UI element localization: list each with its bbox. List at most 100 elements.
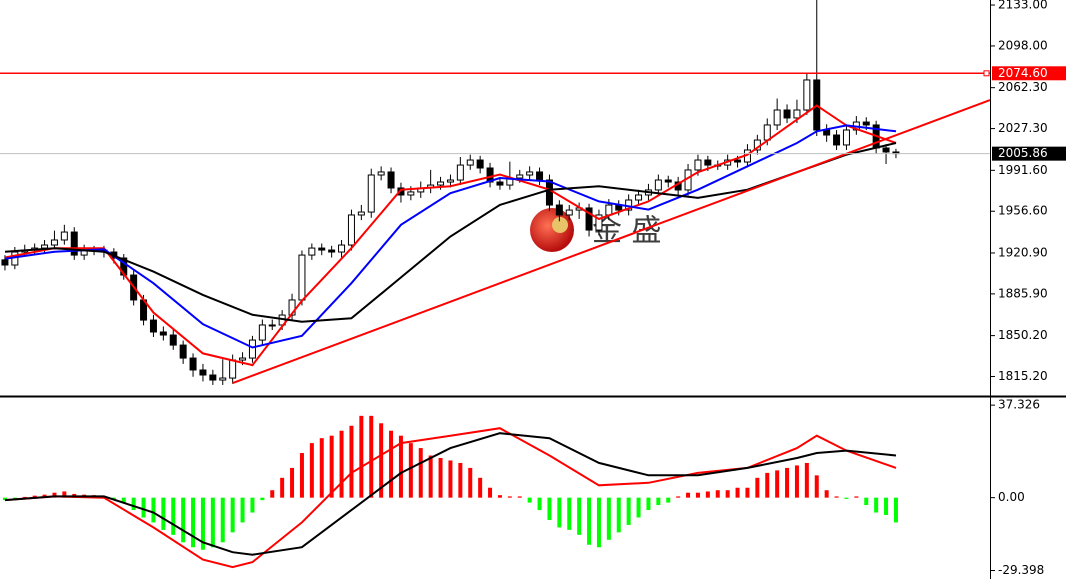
macd-bar	[22, 496, 27, 498]
macd-bar	[389, 430, 394, 498]
candle-body	[595, 214, 603, 231]
macd-bar	[290, 467, 295, 498]
candle-body	[387, 171, 395, 189]
macd-bar	[250, 497, 255, 513]
macd-bar	[398, 435, 403, 498]
macd-bar	[171, 497, 176, 535]
macd-bar	[666, 497, 671, 503]
candle-body	[328, 249, 336, 253]
candle-body	[149, 319, 157, 333]
macd-bar	[616, 497, 621, 533]
candle-body	[199, 369, 207, 376]
candle-body	[437, 181, 445, 186]
candle-body	[41, 244, 49, 249]
candle-body	[169, 334, 177, 346]
candle-body	[60, 231, 68, 241]
macd-bar	[111, 497, 116, 499]
macd-bar	[596, 497, 601, 548]
indicator-line	[4, 427, 897, 569]
macd-bar	[408, 443, 413, 498]
candle-body	[496, 181, 504, 186]
macd-bar	[339, 430, 344, 498]
macd-bar	[785, 467, 790, 498]
macd-bar	[864, 497, 869, 506]
macd-bar	[705, 491, 710, 498]
candle-body	[585, 207, 593, 231]
macd-bar	[577, 497, 582, 535]
candle-body	[239, 357, 247, 361]
macd-bar	[676, 496, 681, 498]
macd-bar	[478, 477, 483, 498]
candle-body	[179, 344, 187, 359]
candle-body	[248, 339, 256, 359]
macd-bar	[309, 443, 314, 498]
macd-bar	[458, 462, 463, 498]
macd-bar	[626, 497, 631, 525]
macd-bar	[686, 492, 691, 498]
candle-body	[70, 231, 78, 256]
macd-bar	[874, 497, 879, 513]
macd-bar	[62, 491, 67, 498]
macd-bar	[2, 497, 7, 501]
macd-bar	[379, 423, 384, 498]
macd-bar	[854, 496, 859, 498]
macd-bar	[814, 475, 819, 498]
candle-body	[545, 179, 553, 206]
macd-bar	[824, 490, 829, 498]
candle-body	[229, 359, 237, 379]
candle-body	[50, 239, 58, 246]
candle-body	[664, 179, 672, 183]
macd-bar	[270, 490, 275, 498]
candle-body	[763, 124, 771, 141]
y-tick-label: 1991.60	[998, 163, 1048, 177]
candle-body	[318, 247, 326, 251]
macd-bar	[369, 415, 374, 498]
macd-bar	[606, 497, 611, 540]
y-tick-label: 1956.60	[998, 204, 1048, 218]
y-tick-label: 1815.20	[998, 369, 1048, 383]
candle-body	[526, 171, 534, 176]
indicator-line	[4, 432, 897, 556]
indicator-line	[4, 124, 897, 349]
last-price-label: 2005.86	[998, 146, 1048, 160]
macd-bar	[735, 487, 740, 498]
watermark-text: 金 盛	[592, 214, 662, 249]
macd-bar	[319, 438, 324, 498]
macd-bar	[488, 487, 493, 498]
y-tick-label: 2133.00	[998, 0, 1048, 12]
macd-bar	[220, 497, 225, 543]
candle-body	[882, 147, 890, 153]
macd-bar	[794, 465, 799, 498]
macd-bar	[745, 487, 750, 498]
macd-bar	[418, 448, 423, 498]
macd-bar	[636, 497, 641, 518]
macd-bar	[151, 497, 156, 523]
macd-bar	[52, 492, 57, 498]
candle-body	[476, 159, 484, 169]
candle-body	[694, 159, 702, 171]
indicator-line	[4, 104, 897, 367]
macd-bar	[834, 496, 839, 498]
y-tick-label: 2027.30	[998, 121, 1048, 135]
macd-bar	[893, 497, 898, 523]
candle-body	[407, 191, 415, 196]
macd-bar	[497, 495, 502, 498]
last-price-box	[992, 146, 1066, 161]
axis: 2133.00 2098.00 2062.30 2027.30 1991.60 1956.…	[983, 0, 1066, 577]
candle-body	[377, 171, 385, 176]
macd-bar	[695, 492, 700, 498]
macd-bar	[537, 497, 542, 511]
macd-bar	[844, 497, 849, 499]
macd-bar	[765, 472, 770, 498]
macd-bar	[725, 490, 730, 498]
y-tick-label: 0.00	[998, 490, 1025, 504]
candle-body	[268, 324, 276, 327]
candle-body	[734, 159, 742, 163]
candle-body	[773, 109, 781, 126]
macd-bar	[527, 497, 532, 503]
macd-bar	[507, 496, 512, 498]
macd-bar	[359, 415, 364, 498]
macd-bar	[438, 457, 443, 498]
candle-body	[555, 204, 563, 216]
candle-body	[654, 179, 662, 191]
